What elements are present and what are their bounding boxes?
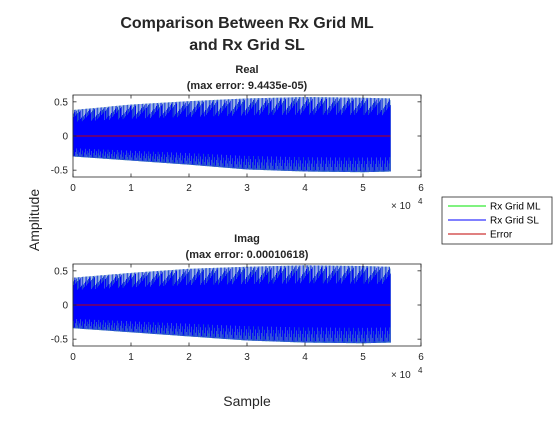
real-x-tick-label: 0 xyxy=(70,183,76,194)
real-x-tick-label: 2 xyxy=(186,183,192,194)
imag-x-tick-label: 0 xyxy=(70,352,76,363)
real-x-tick-label: 6 xyxy=(418,183,424,194)
legend-label-error: Error xyxy=(490,230,513,241)
imag-x-exponent-power: 4 xyxy=(418,366,423,375)
real-y-tick-label: 0.5 xyxy=(54,97,68,108)
imag-y-tick-label: 0 xyxy=(62,301,68,312)
legend-label-ml: Rx Grid ML xyxy=(490,202,541,213)
figure-title-line1: Comparison Between Rx Grid ML xyxy=(120,15,374,32)
real-x-tick-label: 3 xyxy=(244,183,250,194)
real-x-exponent-power: 4 xyxy=(418,197,423,206)
x-axis-label: Sample xyxy=(223,393,271,409)
imag-axes-title: Imag xyxy=(234,233,260,245)
imag-x-tick-label: 1 xyxy=(128,352,134,363)
imag-y-tick-label: -0.5 xyxy=(51,335,69,346)
legend-label-sl: Rx Grid SL xyxy=(490,216,539,227)
real-y-tick-label: -0.5 xyxy=(51,166,69,177)
legend: Rx Grid ML Rx Grid SL Error xyxy=(441,196,553,245)
real-x-tick-label: 1 xyxy=(128,183,134,194)
imag-x-tick-label: 6 xyxy=(418,352,424,363)
real-x-tick-label: 5 xyxy=(360,183,366,194)
imag-x-exponent: × 10 xyxy=(391,370,411,381)
subplot-real: Real (max error: 9.4435e-05) 0 1 2 3 4 5 6 × 10 4 0… xyxy=(51,64,424,212)
imag-axes-subtitle: (max error: 0.00010618) xyxy=(186,249,309,261)
real-x-exponent: × 10 xyxy=(391,201,411,212)
imag-x-tick-label: 5 xyxy=(360,352,366,363)
figure-title-line2: and Rx Grid SL xyxy=(189,37,305,54)
imag-x-tick-label: 2 xyxy=(186,352,192,363)
imag-x-tick-label: 4 xyxy=(302,352,308,363)
real-axes-subtitle: (max error: 9.4435e-05) xyxy=(187,80,308,92)
imag-x-tick-label: 3 xyxy=(244,352,250,363)
subplot-imag: Imag (max error: 0.00010618) 0 1 2 3 4 5 6 × 10 4 0… xyxy=(51,233,424,381)
y-axis-label: Amplitude xyxy=(26,189,42,251)
real-axes-title: Real xyxy=(235,64,258,76)
real-y-tick-label: 0 xyxy=(62,132,68,143)
real-x-tick-label: 4 xyxy=(302,183,308,194)
imag-y-tick-label: 0.5 xyxy=(54,266,68,277)
